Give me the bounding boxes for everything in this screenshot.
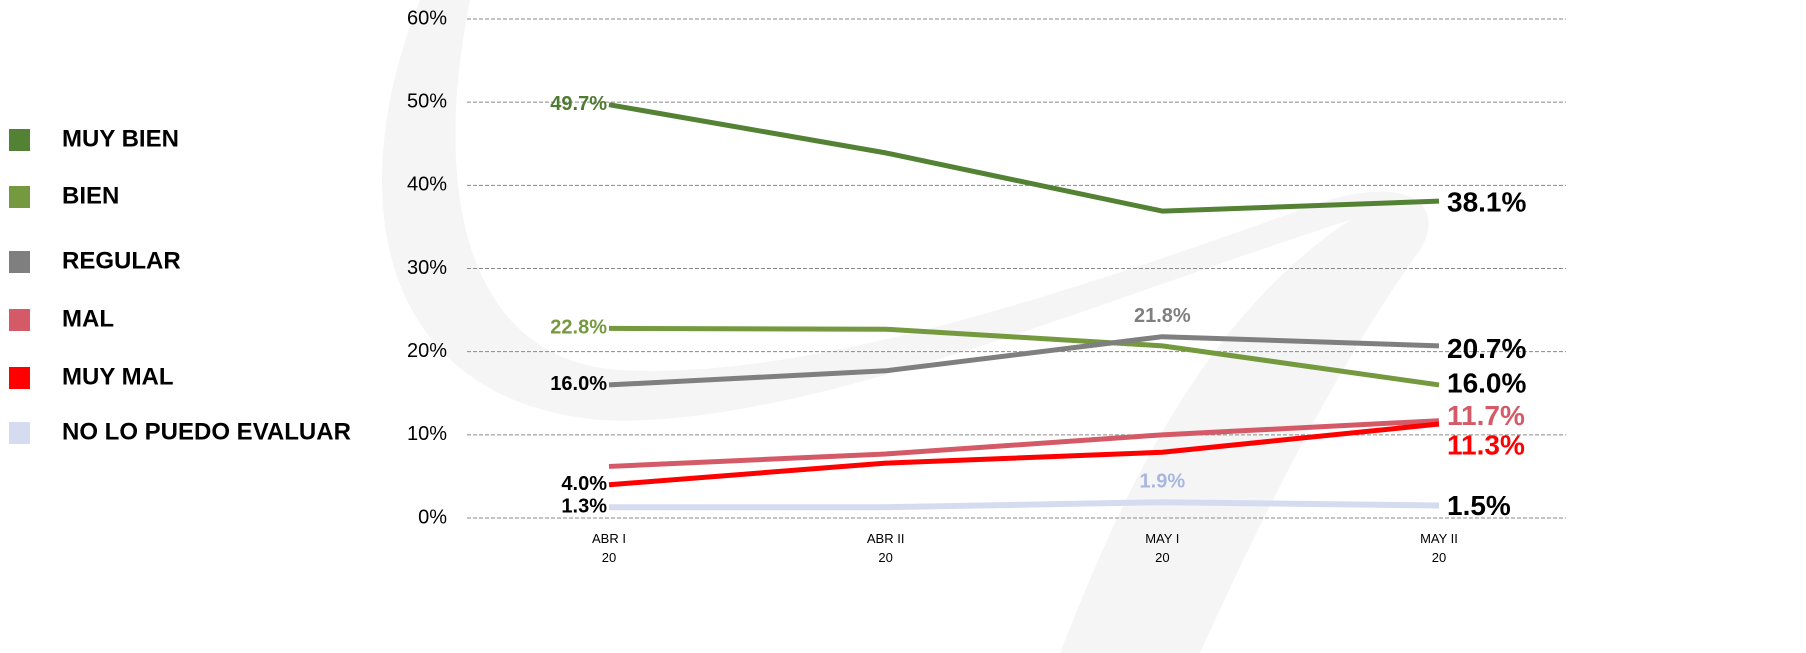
- x-tick-label: ABR I 20: [592, 531, 626, 565]
- y-tick-label: 50%: [407, 90, 447, 112]
- data-label: 4.0%: [561, 473, 607, 495]
- series-line: [608, 421, 1440, 488]
- y-tick-label: 10%: [407, 423, 447, 445]
- data-label: 20.7%: [1447, 333, 1526, 364]
- x-tick-label: MAY II 20: [1420, 531, 1458, 565]
- legend-swatch: [9, 251, 30, 273]
- legend-swatch: [9, 186, 30, 208]
- y-tick-label: 30%: [407, 257, 447, 279]
- data-label: 1.3%: [561, 495, 607, 517]
- data-label: 49.7%: [550, 93, 607, 115]
- data-label: 1.9%: [1140, 470, 1186, 492]
- data-label: 16.0%: [1447, 367, 1526, 398]
- data-label: 16.0%: [550, 373, 607, 395]
- series-line: [608, 325, 1440, 388]
- data-label: 22.8%: [550, 317, 607, 339]
- data-label: 38.1%: [1447, 187, 1526, 218]
- legend-label: MUY BIEN: [62, 125, 179, 152]
- y-tick-label: 40%: [407, 174, 447, 196]
- y-tick-label: 0%: [418, 506, 447, 528]
- series-line: [608, 418, 1440, 469]
- legend-label: NO LO PUEDO EVALUAR: [62, 418, 351, 445]
- legend-swatch: [9, 129, 30, 151]
- background-swoosh: [381, 0, 1429, 653]
- x-tick-label: ABR II 20: [867, 531, 905, 565]
- legend-label: REGULAR: [62, 247, 181, 274]
- legend-label: MAL: [62, 305, 114, 332]
- legend-swatch: [9, 422, 30, 444]
- series-line: [609, 499, 1440, 511]
- data-label: 11.3%: [1447, 429, 1525, 460]
- y-tick-label: 60%: [407, 7, 447, 29]
- legend-label: BIEN: [62, 182, 119, 209]
- x-tick-label: MAY I 20: [1145, 531, 1179, 565]
- data-label: 21.8%: [1134, 305, 1191, 327]
- legend-swatch: [9, 309, 30, 331]
- series-line: [608, 102, 1440, 214]
- data-label: 1.5%: [1447, 490, 1511, 521]
- y-tick-label: 20%: [407, 340, 447, 362]
- data-label: 11.7%: [1447, 400, 1525, 431]
- legend-swatch: [9, 367, 30, 389]
- legend-label: MUY MAL: [62, 363, 174, 390]
- series-line: [608, 334, 1440, 388]
